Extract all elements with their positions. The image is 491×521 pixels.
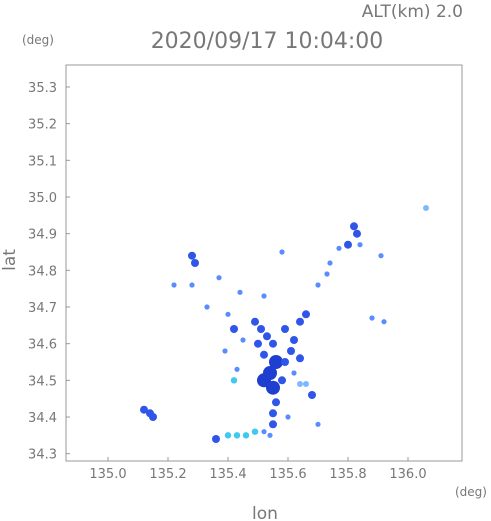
echo-point bbox=[350, 222, 358, 231]
echo-point bbox=[423, 205, 429, 211]
echo-point bbox=[204, 304, 210, 310]
echo-point bbox=[315, 282, 321, 288]
echo-point bbox=[191, 259, 199, 267]
echo-point bbox=[216, 275, 222, 281]
y-tick-label: 34.3 bbox=[28, 448, 57, 463]
x-axis-label: lon bbox=[252, 504, 278, 521]
echo-point bbox=[327, 260, 333, 266]
echo-point bbox=[369, 315, 375, 321]
echo-point bbox=[263, 332, 271, 341]
echo-point bbox=[296, 354, 304, 363]
x-unit-label: (deg) bbox=[455, 485, 487, 499]
y-tick-label: 34.6 bbox=[28, 338, 57, 353]
echo-point bbox=[344, 240, 352, 249]
echo-point bbox=[242, 432, 250, 439]
echo-point bbox=[234, 366, 240, 372]
echo-point bbox=[381, 319, 387, 325]
echo-point bbox=[188, 251, 196, 260]
echo-point bbox=[269, 339, 277, 348]
echo-point bbox=[257, 325, 265, 333]
echo-point bbox=[212, 435, 220, 443]
echo-point bbox=[225, 311, 231, 317]
altitude-label: ALT(km) 2.0 bbox=[362, 2, 463, 22]
echo-point bbox=[279, 249, 285, 255]
y-tick-label: 35.2 bbox=[28, 118, 57, 133]
echo-point bbox=[260, 350, 268, 359]
plot-frame bbox=[65, 64, 463, 462]
echo-point bbox=[353, 229, 361, 238]
echo-point bbox=[261, 429, 267, 435]
echo-point bbox=[261, 293, 267, 299]
echo-point bbox=[315, 421, 321, 427]
x-tick-label: 135.4 bbox=[209, 467, 246, 482]
echo-point bbox=[287, 347, 295, 355]
echo-point bbox=[237, 289, 243, 295]
echo-point bbox=[254, 339, 262, 348]
echo-point bbox=[222, 348, 228, 354]
echo-point bbox=[303, 381, 309, 387]
echo-point bbox=[251, 317, 259, 326]
echo-point bbox=[269, 409, 277, 418]
echo-point bbox=[189, 282, 195, 288]
x-tick-label: 136.0 bbox=[389, 467, 426, 482]
x-tick-label: 135.0 bbox=[89, 467, 126, 482]
echo-point bbox=[281, 358, 289, 366]
echo-point bbox=[149, 413, 157, 421]
echo-point bbox=[233, 432, 241, 439]
y-axis-ticks: 34.3 34.4 34.5 34.6 34.7 34.8 34.9 35.0 35.1 35.2… bbox=[28, 81, 70, 463]
echo-point bbox=[297, 381, 303, 387]
echo-point bbox=[272, 398, 280, 407]
y-tick-label: 35.3 bbox=[28, 81, 57, 96]
echo-point bbox=[308, 391, 316, 399]
echo-point bbox=[324, 271, 330, 277]
echo-point bbox=[336, 245, 342, 251]
x-axis-ticks: 135.0 135.2 135.4 135.6 135.8 136.0 bbox=[89, 457, 427, 482]
y-tick-label: 35.0 bbox=[28, 191, 57, 206]
echo-point bbox=[266, 380, 280, 395]
x-tick-label: 135.6 bbox=[269, 467, 306, 482]
echo-point bbox=[267, 432, 273, 438]
y-tick-label: 34.9 bbox=[28, 228, 57, 243]
echo-point bbox=[269, 355, 283, 369]
echo-point bbox=[171, 282, 177, 288]
echo-points bbox=[140, 205, 429, 443]
echo-point bbox=[278, 376, 286, 385]
echo-point bbox=[357, 242, 363, 248]
y-axis-label: lat bbox=[0, 249, 20, 271]
x-tick-label: 135.8 bbox=[329, 467, 366, 482]
echo-point bbox=[296, 317, 304, 326]
echo-point bbox=[291, 370, 297, 376]
echo-point bbox=[224, 432, 232, 439]
echo-point bbox=[290, 336, 298, 344]
echo-point bbox=[269, 420, 277, 429]
echo-point bbox=[285, 414, 291, 420]
x-tick-label: 135.2 bbox=[149, 467, 186, 482]
echo-point bbox=[240, 337, 246, 343]
echo-point bbox=[378, 253, 384, 259]
echo-point bbox=[230, 377, 238, 384]
y-unit-label: (deg) bbox=[22, 33, 54, 47]
echo-point bbox=[251, 428, 259, 435]
y-tick-label: 34.5 bbox=[28, 374, 57, 389]
echo-point bbox=[302, 310, 310, 319]
y-tick-label: 34.7 bbox=[28, 301, 57, 316]
echo-point bbox=[281, 325, 289, 333]
echo-point bbox=[230, 325, 238, 333]
chart-title: 2020/09/17 10:04:00 bbox=[151, 29, 384, 54]
y-tick-label: 35.1 bbox=[28, 154, 57, 169]
echo-point bbox=[140, 405, 148, 414]
y-tick-label: 34.8 bbox=[28, 264, 57, 279]
y-tick-label: 34.4 bbox=[28, 411, 57, 426]
